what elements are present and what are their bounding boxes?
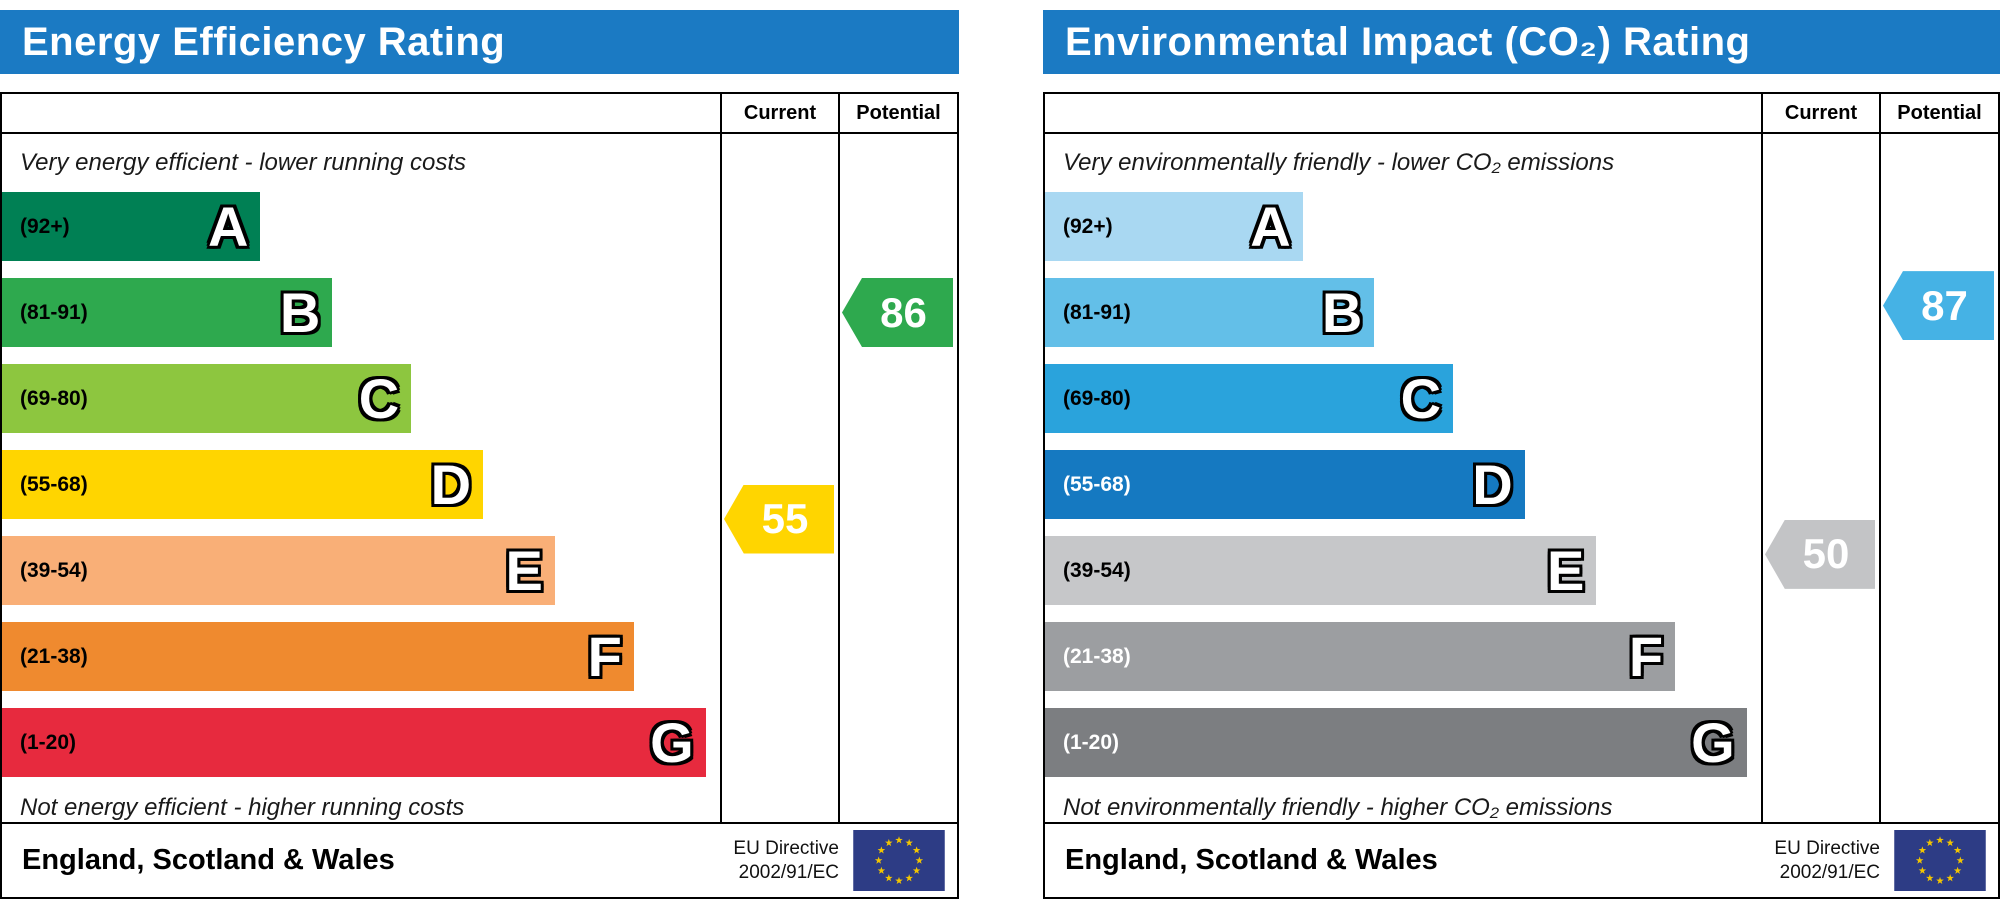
band-row-e: (39-54) E (2, 536, 555, 605)
current-column-header: Current (722, 94, 840, 134)
table-footer: England, Scotland & Wales EU Directive 2… (1045, 822, 1998, 897)
band-range-label: (39-54) (20, 558, 88, 582)
energy-efficiency-chart: Energy Efficiency Rating Current Potenti… (0, 0, 959, 899)
band-row-f: (21-38) F (2, 622, 634, 691)
current-column: 50 (1763, 134, 1881, 822)
band-range-label: (92+) (20, 214, 70, 238)
band-letter: D (1472, 452, 1513, 516)
band-letter: C (1400, 366, 1442, 430)
current-rating-value: 50 (1802, 530, 1850, 578)
eu-directive-line2: 2002/91/EC (1779, 861, 1880, 883)
eu-flag-icon (853, 830, 945, 891)
rating-table: Current Potential Very energy efficient … (0, 92, 959, 899)
band-range-label: (1-20) (20, 730, 77, 754)
band-letter: A (1250, 194, 1291, 258)
band-row-g: (1-20) G (2, 708, 706, 777)
potential-rating-value: 86 (880, 288, 927, 336)
current-rating-arrow: 50 (1765, 519, 1875, 589)
bands-area: Very energy efficient - lower running co… (2, 134, 722, 822)
band-letter: E (505, 538, 543, 602)
table-corner-cell (1045, 94, 1763, 134)
band-letter: C (358, 366, 400, 430)
band-row-d: (55-68) D (1045, 450, 1525, 519)
band-row-b: (81-91) B (1045, 278, 1375, 347)
region-label: England, Scotland & Wales (22, 844, 395, 876)
band-range-label: (55-68) (20, 472, 88, 496)
bottom-caption: Not energy efficient - higher running co… (20, 794, 465, 821)
potential-rating-value: 87 (1921, 281, 1968, 329)
band-row-a: (92+) A (2, 192, 261, 261)
chart-title-bar: Energy Efficiency Rating (0, 10, 959, 74)
current-rating-arrow: 55 (724, 484, 834, 554)
band-letter: G (1691, 710, 1735, 774)
band-range-label: (69-80) (20, 386, 88, 410)
potential-column-header: Potential (1881, 94, 1998, 134)
band-range-label: (92+) (1063, 214, 1113, 238)
band-row-e: (39-54) E (1045, 536, 1597, 605)
band-letter: D (430, 452, 472, 516)
band-row-g: (1-20) G (1045, 708, 1747, 777)
band-letter: F (587, 624, 622, 688)
band-row-a: (92+) A (1045, 192, 1303, 261)
band-range-label: (21-38) (1063, 644, 1131, 668)
current-column-header: Current (1763, 94, 1881, 134)
potential-rating-arrow: 86 (842, 278, 953, 347)
current-column: 55 (722, 134, 840, 822)
eu-flag-icon (1894, 830, 1986, 891)
bands-area: Very environmentally friendly - lower CO… (1045, 134, 1763, 822)
environmental-impact-chart: Environmental Impact (CO₂) Rating Curren… (1043, 0, 2000, 899)
rating-table: Current Potential Very environmentally f… (1043, 92, 2000, 899)
band-range-label: (81-91) (20, 300, 88, 324)
band-letter: F (1628, 624, 1664, 688)
chart-title: Energy Efficiency Rating (22, 19, 506, 64)
eu-directive-label: EU Directive 2002/91/EC (1774, 837, 1880, 885)
band-row-f: (21-38) F (1045, 622, 1676, 691)
eu-directive-label: EU Directive 2002/91/EC (733, 837, 839, 885)
eu-directive-line1: EU Directive (733, 837, 839, 859)
band-row-d: (55-68) D (2, 450, 484, 519)
band-letter: G (650, 710, 694, 774)
band-range-label: (1-20) (1063, 730, 1120, 754)
table-corner-cell (2, 94, 722, 134)
band-row-c: (69-80) C (2, 364, 412, 433)
band-range-label: (39-54) (1063, 558, 1131, 582)
potential-column: 86 (840, 134, 957, 822)
eu-directive-line2: 2002/91/EC (738, 861, 839, 883)
band-letter: B (279, 280, 321, 344)
bottom-caption: Not environmentally friendly - higher CO… (1063, 794, 1613, 821)
chart-title: Environmental Impact (CO₂) Rating (1065, 19, 1751, 64)
band-range-label: (21-38) (20, 644, 88, 668)
region-label: England, Scotland & Wales (1065, 844, 1438, 876)
band-letter: A (208, 194, 249, 258)
top-caption: Very energy efficient - lower running co… (20, 149, 466, 176)
eu-directive-line1: EU Directive (1774, 837, 1880, 859)
band-letter: B (1321, 280, 1363, 344)
band-letter: E (1546, 538, 1585, 602)
potential-rating-arrow: 87 (1883, 271, 1994, 341)
top-caption: Very environmentally friendly - lower CO… (1063, 149, 1615, 176)
potential-column: 87 (1881, 134, 1998, 822)
band-row-c: (69-80) C (1045, 364, 1454, 433)
band-range-label: (69-80) (1063, 386, 1131, 410)
chart-title-bar: Environmental Impact (CO₂) Rating (1043, 10, 2000, 74)
current-rating-value: 55 (761, 495, 809, 542)
band-row-b: (81-91) B (2, 278, 333, 347)
band-range-label: (81-91) (1063, 300, 1131, 324)
table-footer: England, Scotland & Wales EU Directive 2… (2, 822, 957, 897)
potential-column-header: Potential (840, 94, 957, 134)
band-range-label: (55-68) (1063, 472, 1131, 496)
